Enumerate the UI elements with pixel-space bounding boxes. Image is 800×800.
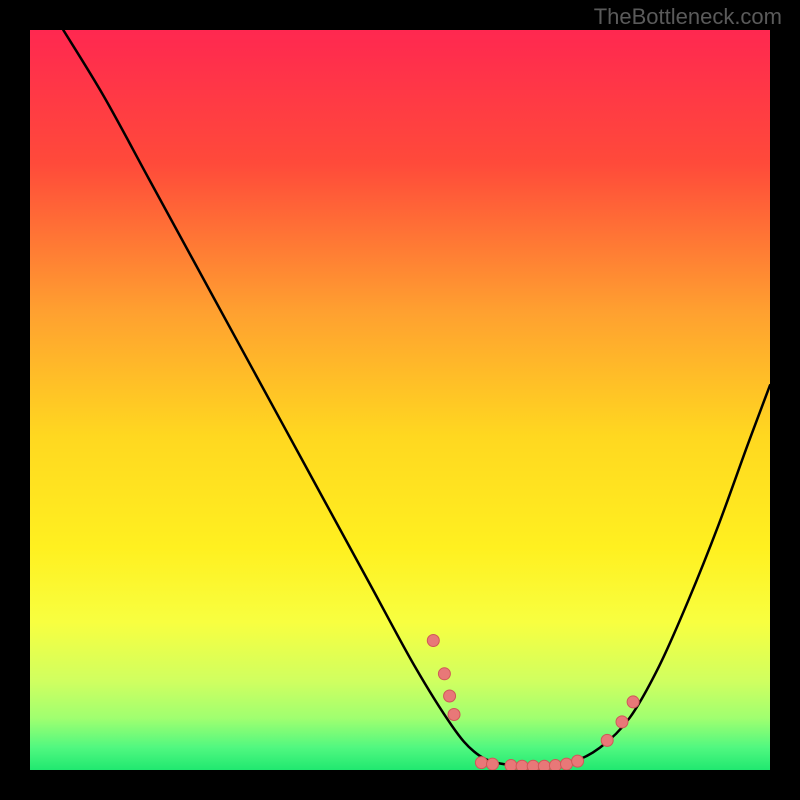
data-marker [516, 760, 528, 770]
data-marker [572, 755, 584, 767]
chart-container [30, 30, 770, 770]
data-marker [561, 758, 573, 770]
data-marker [438, 668, 450, 680]
data-marker [444, 690, 456, 702]
data-marker [448, 709, 460, 721]
data-marker [475, 757, 487, 769]
data-marker [487, 758, 499, 770]
bottleneck-chart [30, 30, 770, 770]
data-marker [601, 734, 613, 746]
data-marker [538, 760, 550, 770]
data-marker [549, 760, 561, 770]
watermark-text: TheBottleneck.com [594, 4, 782, 30]
data-marker [616, 716, 628, 728]
data-marker [427, 635, 439, 647]
chart-background [30, 30, 770, 770]
data-marker [505, 760, 517, 770]
data-marker [627, 696, 639, 708]
data-marker [527, 760, 539, 770]
